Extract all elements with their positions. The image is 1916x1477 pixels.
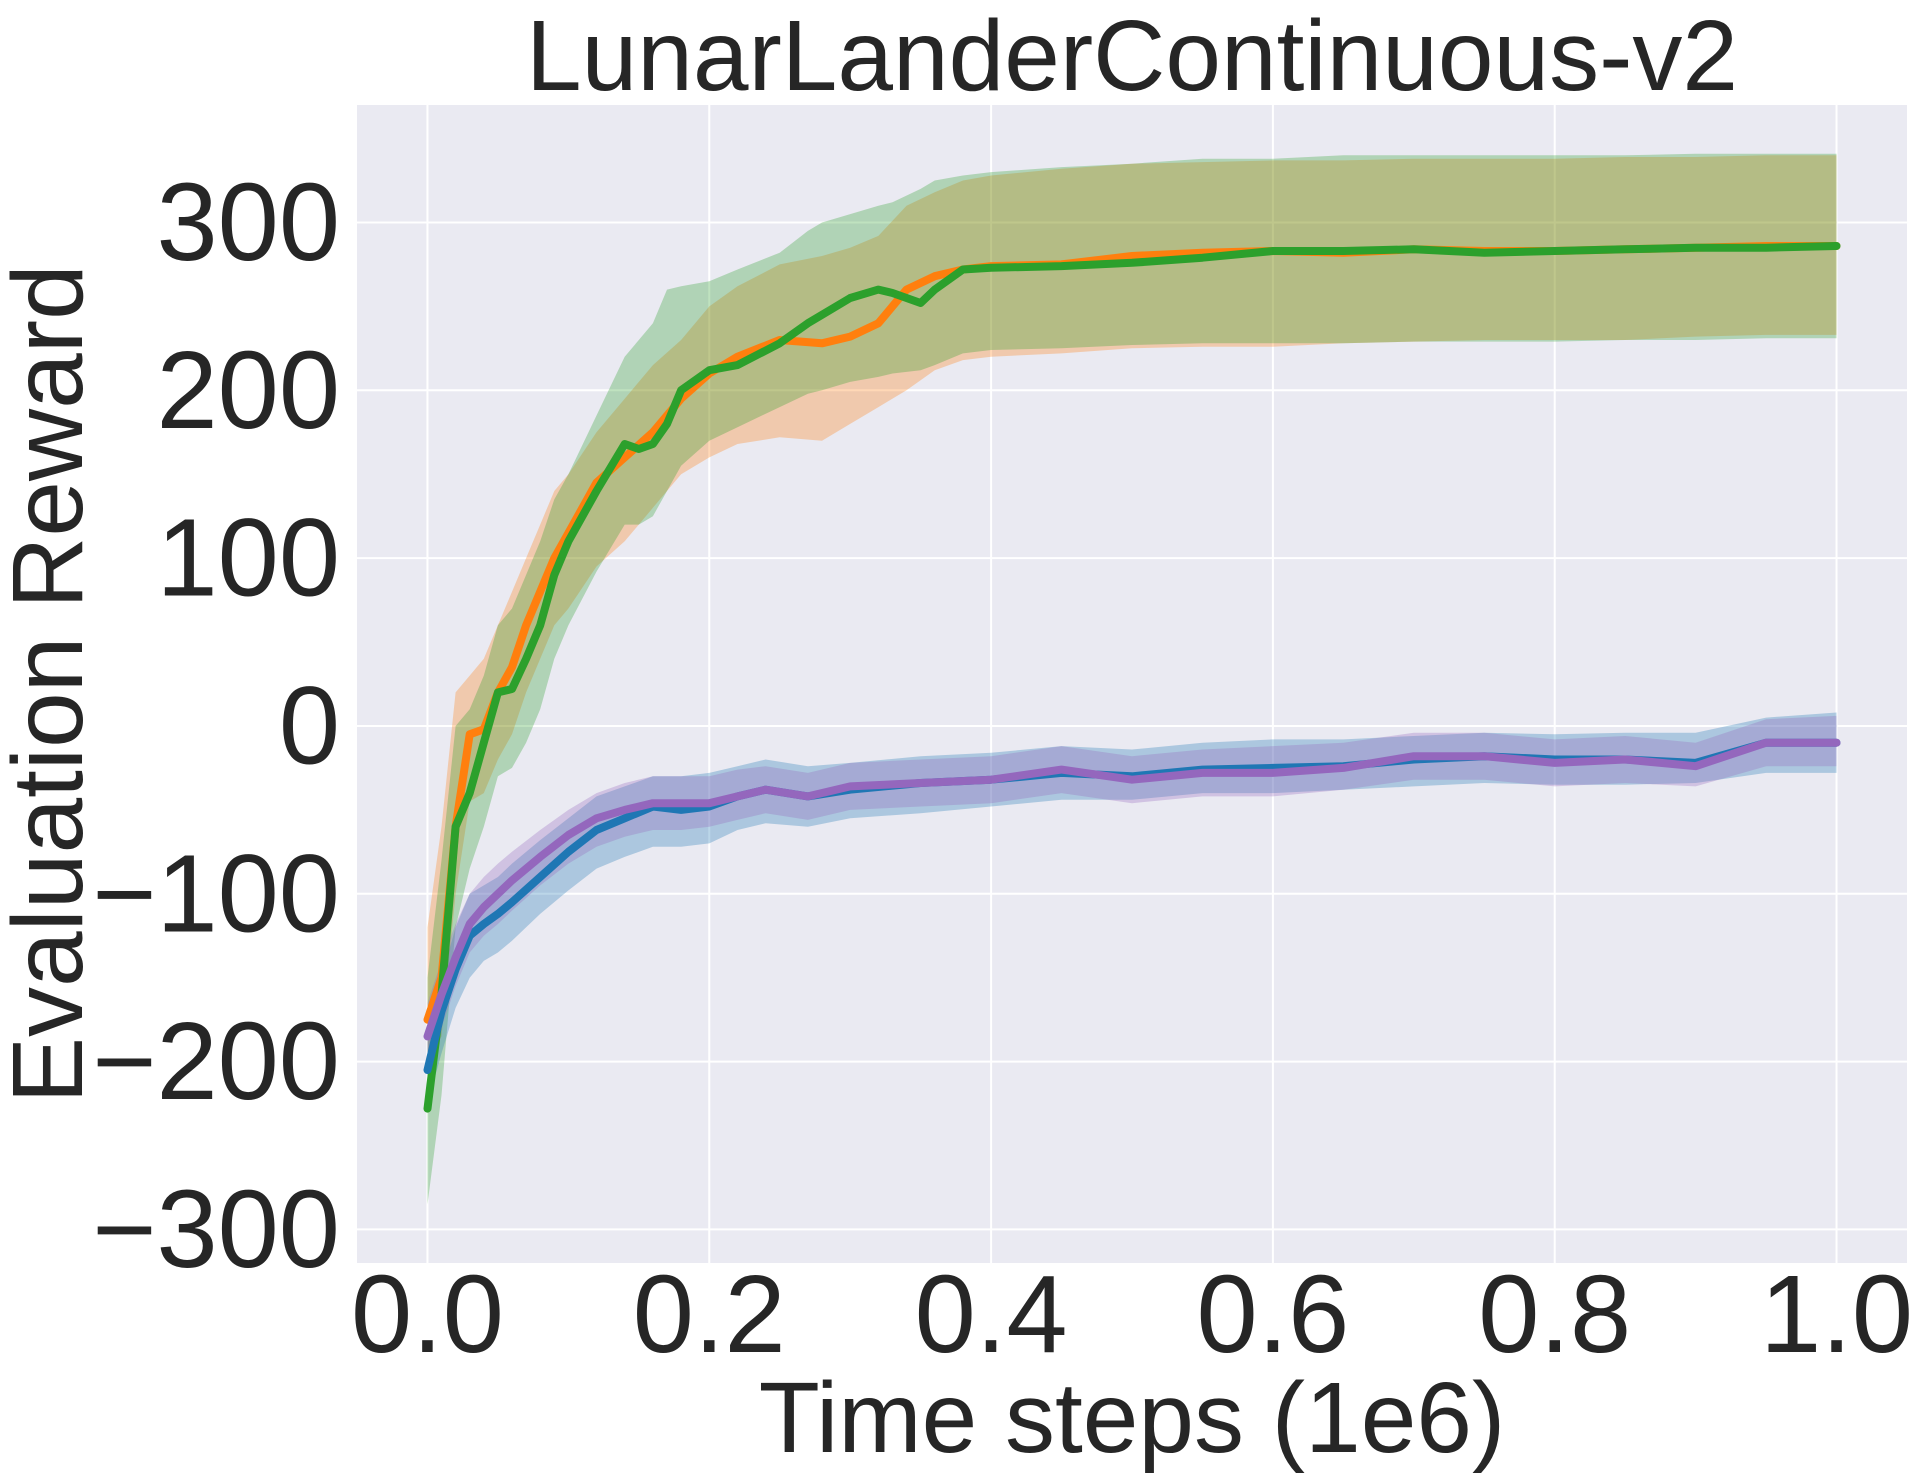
x-tick-label: 0.4 (915, 1253, 1068, 1376)
y-tick-label: −200 (92, 1000, 340, 1123)
y-tick-label: 300 (156, 161, 340, 284)
y-tick-label: −100 (92, 832, 340, 955)
grid-lines (357, 105, 1907, 1263)
series-1-band (427, 155, 1837, 1062)
x-tick-label: 0.0 (351, 1253, 504, 1376)
x-tick-labels: 0.0 0.2 0.4 0.6 0.8 1.0 (351, 1253, 1913, 1376)
y-tick-label: 100 (156, 497, 340, 620)
series-lines (423, 242, 1841, 1113)
series-2-band (427, 153, 1837, 1205)
x-axis-label: Time steps (1e6) (759, 1362, 1506, 1474)
y-tick-label: 200 (156, 329, 340, 452)
y-tick-label: 0 (279, 664, 340, 787)
y-tick-labels: −300 −200 −100 0 100 200 300 (92, 161, 340, 1291)
x-tick-label: 0.2 (633, 1253, 786, 1376)
x-tick-label: 0.6 (1196, 1253, 1349, 1376)
chart-title: LunarLanderContinuous-v2 (526, 0, 1738, 112)
series-3-band (427, 712, 1837, 1104)
x-tick-label: 1.0 (1760, 1253, 1913, 1376)
y-axis-label: Evaluation Reward (0, 264, 104, 1103)
plot-background (357, 105, 1907, 1263)
x-tick-label: 0.8 (1478, 1253, 1631, 1376)
series-4-line (423, 738, 1841, 1041)
confidence-bands (427, 153, 1837, 1205)
series-4-band (427, 715, 1837, 1062)
y-tick-label: −300 (92, 1168, 340, 1291)
series-2-line (423, 242, 1841, 1113)
